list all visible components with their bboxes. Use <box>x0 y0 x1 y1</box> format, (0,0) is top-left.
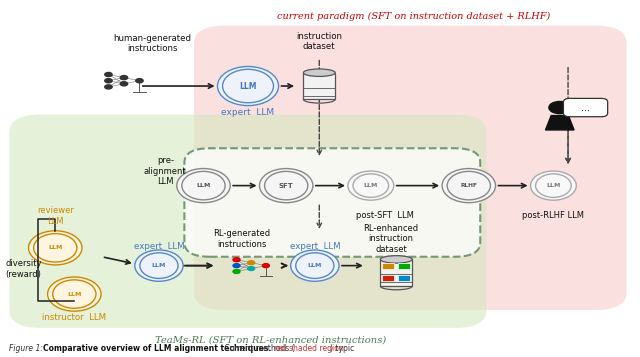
Circle shape <box>136 79 143 83</box>
Ellipse shape <box>135 250 183 281</box>
Polygon shape <box>545 116 574 130</box>
Ellipse shape <box>531 171 576 200</box>
Text: ) typic: ) typic <box>330 344 355 353</box>
Circle shape <box>233 258 240 262</box>
FancyBboxPatch shape <box>194 26 627 310</box>
Ellipse shape <box>348 171 394 200</box>
Text: LLM: LLM <box>152 263 166 268</box>
Ellipse shape <box>218 66 278 106</box>
Text: ...: ... <box>581 102 590 112</box>
Bar <box>380 260 412 286</box>
Text: LLM: LLM <box>546 183 561 188</box>
Circle shape <box>233 270 240 273</box>
Text: expert  LLM: expert LLM <box>134 242 184 251</box>
Text: pre-
alignment
LLM: pre- alignment LLM <box>144 156 187 186</box>
Ellipse shape <box>291 250 339 281</box>
Circle shape <box>248 261 255 265</box>
Bar <box>398 275 410 281</box>
Text: LLM: LLM <box>308 263 322 268</box>
Text: expert  LLM: expert LLM <box>289 242 340 251</box>
Bar <box>398 263 410 269</box>
Text: SFT: SFT <box>279 183 294 188</box>
Text: diversity
(reward): diversity (reward) <box>5 260 42 279</box>
Text: RL-generated
instructions: RL-generated instructions <box>213 229 270 249</box>
Text: Current methods (: Current methods ( <box>222 344 294 353</box>
Bar <box>382 263 394 269</box>
Text: instructor  LLM: instructor LLM <box>42 313 106 322</box>
Ellipse shape <box>303 69 335 76</box>
Ellipse shape <box>380 256 412 263</box>
Bar <box>303 73 335 99</box>
Text: human-generated
instructions: human-generated instructions <box>113 34 191 53</box>
Ellipse shape <box>259 169 313 203</box>
FancyBboxPatch shape <box>10 115 486 328</box>
Circle shape <box>248 267 255 271</box>
Text: LLM: LLM <box>239 81 257 91</box>
Text: TeaMs-RL (SFT on RL-enhanced instructions): TeaMs-RL (SFT on RL-enhanced instruction… <box>155 336 386 345</box>
Text: post-SFT  LLM: post-SFT LLM <box>356 211 413 220</box>
Circle shape <box>233 264 240 268</box>
Circle shape <box>120 82 127 86</box>
Text: LLM: LLM <box>67 292 81 297</box>
Bar <box>382 275 394 281</box>
Text: expert  LLM: expert LLM <box>221 108 275 117</box>
Circle shape <box>105 79 112 83</box>
Circle shape <box>549 101 571 114</box>
FancyBboxPatch shape <box>563 99 607 117</box>
Text: RL-enhanced
instruction
dataset: RL-enhanced instruction dataset <box>364 224 419 254</box>
Text: reviewer
LLM: reviewer LLM <box>37 206 74 226</box>
Text: current paradigm (SFT on instruction dataset + RLHF): current paradigm (SFT on instruction dat… <box>277 12 550 21</box>
Text: Figure 1:: Figure 1: <box>10 344 46 353</box>
Text: red shaded region: red shaded region <box>274 344 344 353</box>
Circle shape <box>105 72 112 77</box>
Text: LLM: LLM <box>196 183 211 188</box>
Circle shape <box>120 76 127 80</box>
Ellipse shape <box>177 169 230 203</box>
Text: LLM: LLM <box>48 245 63 250</box>
Ellipse shape <box>442 169 495 203</box>
Circle shape <box>262 264 269 268</box>
Text: post-RLHF LLM: post-RLHF LLM <box>522 211 584 220</box>
Text: LLM: LLM <box>364 183 378 188</box>
Text: RLHF: RLHF <box>460 183 477 188</box>
Ellipse shape <box>47 277 101 311</box>
Circle shape <box>105 85 112 89</box>
Ellipse shape <box>29 231 82 265</box>
Text: instruction
dataset: instruction dataset <box>296 32 342 51</box>
FancyBboxPatch shape <box>184 148 480 257</box>
Text: Comparative overview of LLM alignment techniques.: Comparative overview of LLM alignment te… <box>42 344 271 353</box>
